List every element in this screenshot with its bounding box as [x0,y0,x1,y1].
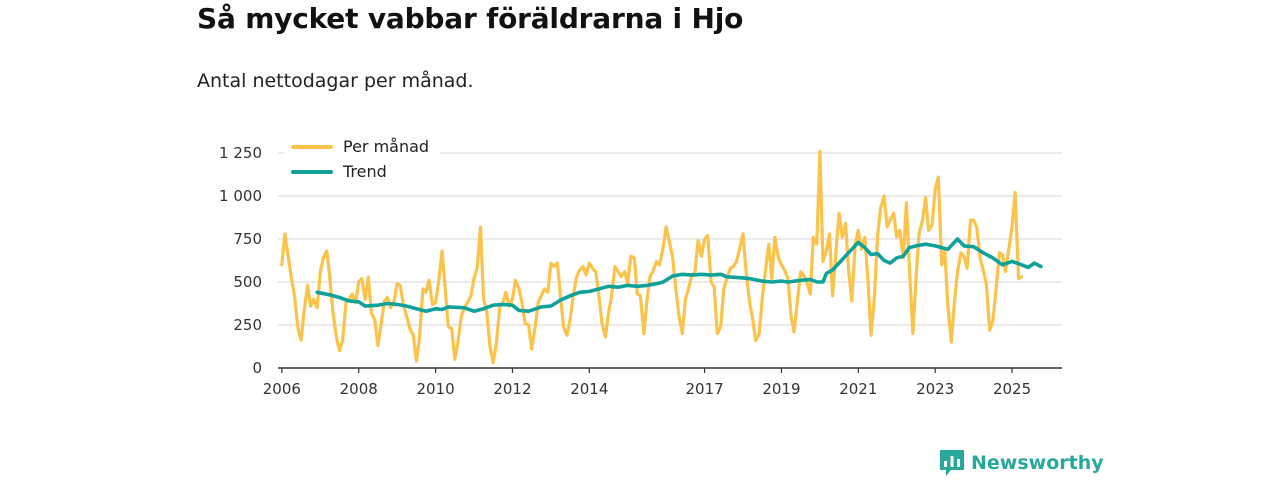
chart-title: Så mycket vabbar föräldrarna i Hjo [197,2,744,35]
x-tick-label: 2019 [762,380,800,398]
x-tick-label: 2023 [916,380,954,398]
series-line-trend [315,237,1043,313]
newsworthy-logo: Newsworthy [940,450,1104,476]
chart-subtitle: Antal nettodagar per månad. [197,70,474,92]
x-tick-label: 2014 [570,380,608,398]
y-tick-label: 1 000 [219,187,262,205]
y-tick-label: 0 [252,359,262,377]
x-tick-label: 2012 [493,380,531,398]
x-tick-label: 2006 [263,380,301,398]
bar-chart-icon [940,450,964,476]
legend: Per månad Trend [284,132,440,188]
legend-label-trend: Trend [342,162,387,181]
series-line-per-manad [280,149,1024,365]
y-tick-label: 1 250 [219,144,262,162]
x-tick-label: 2025 [993,380,1031,398]
x-tick-label: 2021 [839,380,877,398]
x-axis-ticks: 2006 2008 2010 2012 2014 2017 2019 2021 2023 2025 [263,367,1062,398]
y-tick-label: 250 [233,316,262,334]
x-tick-label: 2008 [340,380,378,398]
y-axis-ticks: 0 250 500 750 1 000 1 250 [219,144,262,377]
legend-background [284,132,440,188]
x-tick-label: 2010 [416,380,454,398]
brand-name: Newsworthy [971,452,1104,474]
y-tick-label: 750 [233,230,262,248]
series-lines [280,149,1043,365]
legend-label-per-manad: Per månad [343,137,429,156]
y-tick-label: 500 [233,273,262,291]
x-tick-label: 2017 [685,380,723,398]
